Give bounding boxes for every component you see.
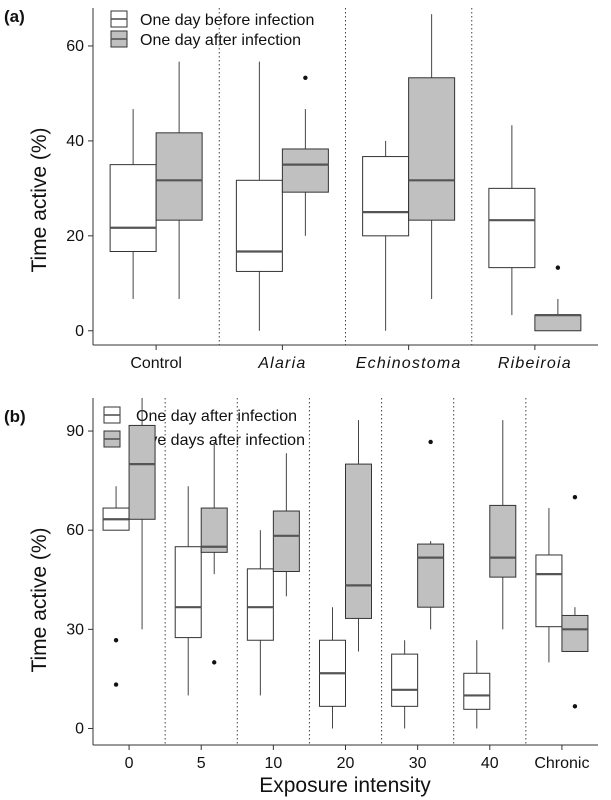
box-iqr [535, 554, 563, 628]
box-iqr [345, 463, 372, 619]
panel-b-box-b [561, 494, 589, 709]
panel-b-x-tick-label: 10 [264, 755, 282, 772]
panel-b-legend-entry-2: Five days after infection [136, 432, 305, 449]
panel-a-x-tick-label: Ribeiroia [498, 355, 572, 372]
box-iqr [488, 187, 536, 269]
panel-a-x-tick-label: Control [130, 355, 182, 372]
panel-a-label: (a) [4, 7, 25, 26]
panel-a-box-b [534, 265, 582, 332]
box-iqr [489, 504, 517, 578]
panel-a: (a) Time active (%) One day before infec… [4, 7, 598, 372]
outlier-point [212, 660, 217, 665]
panel-b-x-tick-label: 30 [409, 755, 427, 772]
panel-a-y-tick-label: 0 [75, 323, 84, 340]
panel-b-y-tick-label: 30 [66, 621, 84, 638]
panel-b-box-a [463, 640, 491, 729]
box-iqr [362, 156, 410, 237]
panel-a-x-tick-label: Alaria [257, 355, 306, 372]
panel-b-box-b [128, 398, 156, 630]
panel-b-x-tick-label: 20 [337, 755, 355, 772]
panel-b-box-a [535, 508, 563, 663]
panel-a-legend-entry-2: One day after infection [140, 32, 301, 49]
panel-b-box-b [417, 439, 445, 630]
box-iqr [561, 614, 589, 652]
panel-a-y-tick-label: 40 [66, 133, 84, 150]
panel-a-box-b [408, 14, 456, 299]
panel-b-box-a [246, 530, 274, 696]
outlier-point [572, 704, 578, 709]
panel-a-y-axis-label: Time active (%) [28, 127, 51, 272]
panel-a-box-a [235, 61, 283, 331]
panel-b-x-tick-label: 40 [481, 755, 499, 772]
panel-b-box-b [489, 420, 517, 630]
panel-a-legend: One day before infection One day after i… [110, 10, 314, 49]
panel-a-box-b [155, 61, 203, 299]
panel-b-x-tick-label: Chronic [534, 755, 589, 772]
panel-a-y-tick-label: 20 [66, 228, 84, 245]
box-iqr [155, 132, 203, 221]
panel-a-box-a [362, 140, 410, 331]
panel-b-x-tick-label: 0 [125, 755, 134, 772]
outlier-point [428, 439, 433, 445]
panel-b-box-a [102, 486, 130, 687]
panel-b-legend-entry-1: One day after infection [136, 408, 297, 425]
panel-a-legend-entry-1: One day before infection [140, 12, 314, 29]
panel-b-box-b [200, 441, 228, 665]
panel-a-box-b [281, 75, 329, 236]
panel-b-legend: One day after infection Five days after … [103, 406, 305, 449]
panel-b-y-tick-label: 0 [75, 720, 84, 737]
outlier-point [113, 682, 119, 687]
panel-b-box-a [174, 486, 202, 696]
box-iqr [534, 314, 582, 332]
outlier-point [303, 75, 308, 80]
box-iqr [235, 179, 283, 272]
panel-b-y-axis-label: Time active (%) [28, 527, 51, 672]
outlier-point [572, 494, 578, 500]
panel-a-box-a [488, 125, 536, 316]
panel-b-box-b [345, 420, 372, 652]
panel-b-x-axis-label: Exposure intensity [259, 774, 431, 797]
panel-b: (b) Time active (%) Exposure intensity O… [4, 398, 598, 797]
box-iqr [128, 424, 156, 520]
box-iqr [417, 543, 445, 608]
box-iqr [272, 510, 300, 572]
outlier-point [555, 265, 561, 270]
box-iqr [246, 568, 274, 641]
panel-b-y-tick-label: 60 [66, 522, 84, 539]
box-iqr [463, 672, 491, 710]
panel-b-box-a [319, 607, 346, 729]
panel-b-y-tick-label: 90 [66, 423, 84, 440]
panel-b-box-a [391, 640, 419, 729]
box-iqr [200, 507, 228, 553]
panel-a-y-tick-label: 60 [66, 38, 84, 55]
box-iqr [174, 546, 202, 639]
panel-b-label: (b) [4, 407, 26, 426]
outlier-point [113, 638, 119, 643]
panel-a-x-tick-label: Echinostoma [356, 355, 462, 372]
box-iqr [109, 164, 157, 252]
panel-b-box-b [272, 453, 300, 597]
panel-a-box-a [109, 109, 157, 299]
box-iqr [408, 77, 456, 221]
panel-b-x-tick-label: 5 [197, 755, 206, 772]
box-iqr [391, 653, 419, 707]
box-iqr [281, 148, 329, 193]
